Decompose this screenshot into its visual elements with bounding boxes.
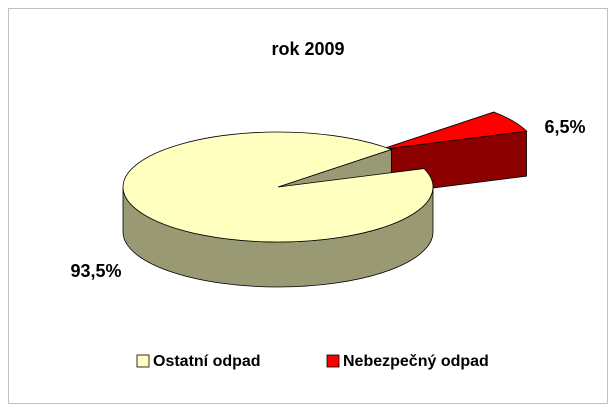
chart-title: rok 2009	[271, 39, 344, 59]
slice	[122, 131, 434, 243]
data-label: 93,5%	[70, 261, 121, 281]
data-label: 6,5%	[544, 117, 585, 137]
legend-label: Nebezpečný odpad	[343, 353, 489, 370]
legend-swatch	[326, 354, 340, 368]
slice	[380, 111, 528, 150]
legend-label: Ostatní odpad	[153, 353, 261, 370]
legend-swatch	[136, 354, 150, 368]
